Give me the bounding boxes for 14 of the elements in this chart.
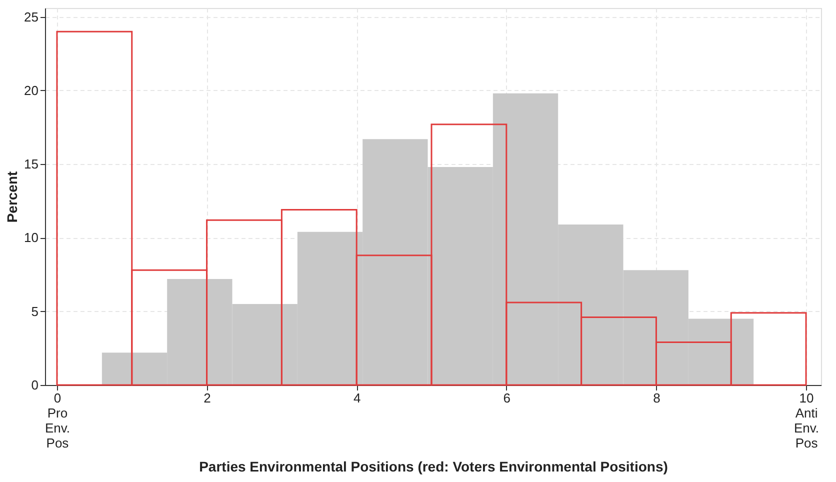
x-tick-label: 10 Anti Env. Pos [794, 390, 820, 450]
y-tick-label: 10 [24, 230, 38, 246]
y-tick-label: 25 [24, 9, 38, 24]
y-axis-title: Percent [4, 170, 20, 223]
y-tick-label: 0 [31, 378, 38, 392]
x-axis-title: Parties Environmental Positions (red: Voters Environmental Positions) [199, 458, 668, 474]
x-tick-label: 6 [503, 390, 511, 406]
y-tick-label: 20 [24, 82, 38, 98]
x-tick-label: 0 Pro Env. Pos [44, 390, 70, 450]
y-tick-label: 15 [24, 156, 38, 172]
x-tick-label: 2 [204, 390, 211, 406]
y-tick-label: 5 [31, 304, 38, 319]
x-tick-label: 8 [653, 390, 660, 406]
x-tick-label: 4 [353, 390, 361, 406]
